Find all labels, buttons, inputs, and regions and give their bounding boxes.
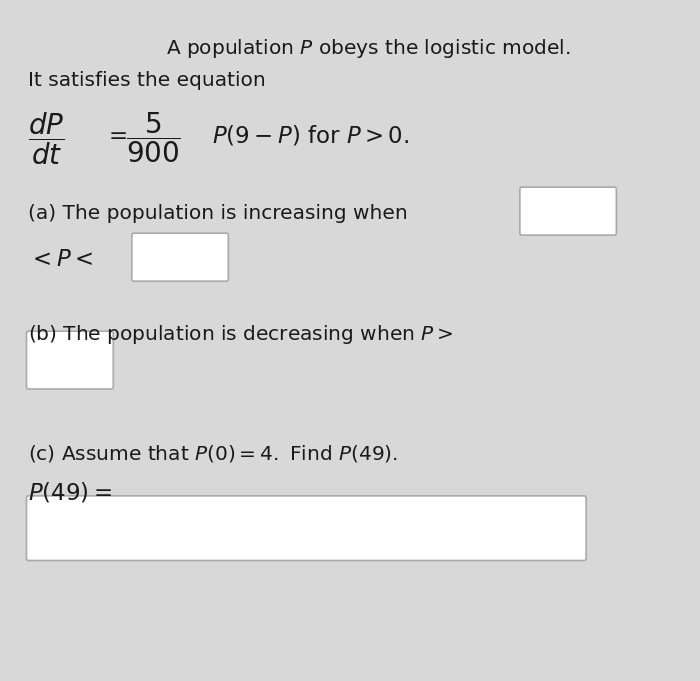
Text: $=$: $=$ [104, 123, 127, 146]
FancyBboxPatch shape [27, 496, 586, 560]
Text: (c) Assume that $P(0) = 4.$ Find $P(49).$: (c) Assume that $P(0) = 4.$ Find $P(49).… [29, 443, 398, 464]
Text: A population $P$ obeys the logistic model.: A population $P$ obeys the logistic mode… [165, 37, 570, 60]
Text: $P(9 - P)$ for $P > 0.$: $P(9 - P)$ for $P > 0.$ [211, 123, 409, 147]
Text: (b) The population is decreasing when $P >$: (b) The population is decreasing when $P… [29, 323, 454, 347]
FancyBboxPatch shape [27, 331, 113, 389]
FancyBboxPatch shape [520, 187, 617, 235]
Text: $P(49) =$: $P(49) =$ [29, 480, 113, 504]
FancyBboxPatch shape [132, 233, 228, 281]
Text: It satisfies the equation: It satisfies the equation [29, 72, 266, 91]
Text: $\dfrac{dP}{dt}$: $\dfrac{dP}{dt}$ [29, 111, 65, 168]
Text: $< P <$: $< P <$ [29, 248, 94, 271]
Text: $\dfrac{5}{900}$: $\dfrac{5}{900}$ [126, 111, 181, 165]
Text: (a) The population is increasing when: (a) The population is increasing when [29, 204, 408, 223]
